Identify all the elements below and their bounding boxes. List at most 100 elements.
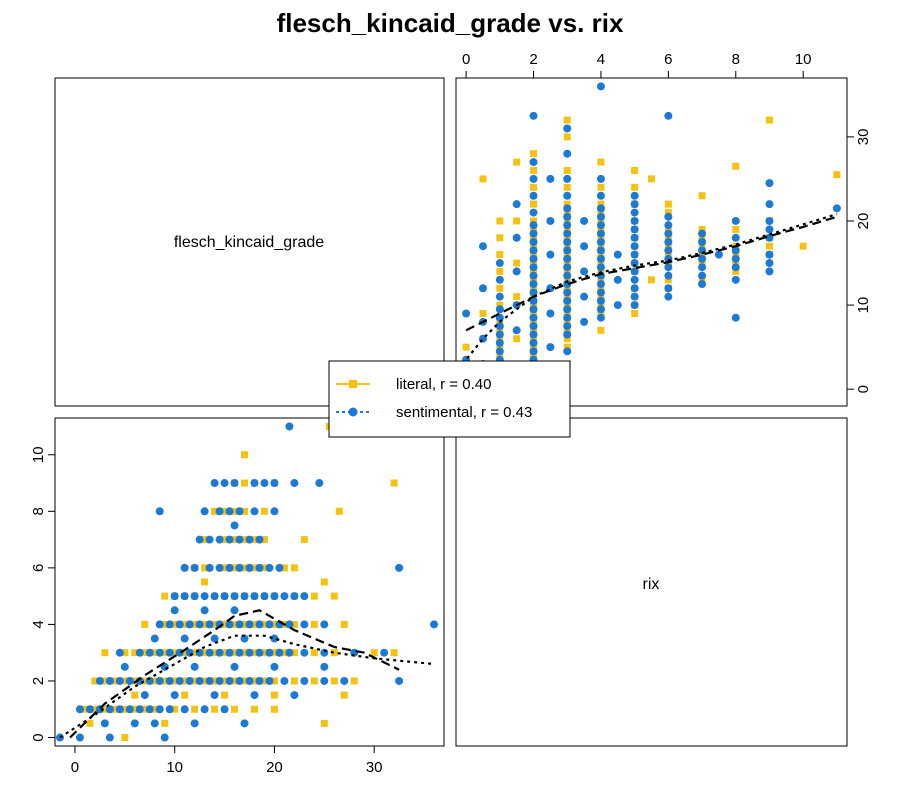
point-literal [121, 705, 129, 713]
point-literal [664, 251, 672, 259]
point-literal [320, 578, 328, 586]
point-sentimental [225, 620, 234, 629]
y-tick-label: 8 [30, 507, 47, 515]
point-sentimental [230, 606, 239, 615]
point-sentimental [215, 648, 224, 657]
point-sentimental [664, 246, 673, 255]
point-literal [221, 564, 229, 572]
point-literal [221, 507, 229, 515]
right-tick-label: 20 [855, 213, 872, 230]
point-sentimental [495, 338, 504, 347]
point-literal [530, 343, 538, 351]
top-tick-label: 2 [529, 51, 537, 68]
point-literal [201, 649, 209, 657]
point-sentimental [270, 507, 279, 516]
point-literal [496, 301, 504, 309]
point-sentimental [596, 82, 605, 91]
point-literal [563, 200, 571, 208]
point-sentimental [155, 620, 164, 629]
point-literal [597, 326, 605, 334]
point-literal [530, 242, 538, 250]
top-tick-label: 0 [462, 51, 470, 68]
point-sentimental [563, 330, 572, 339]
legend-label-literal: literal, r = 0.40 [396, 376, 491, 393]
point-literal [479, 309, 487, 317]
legend-box [328, 360, 571, 438]
point-sentimental [200, 606, 209, 615]
point-sentimental [250, 691, 259, 700]
point-literal [260, 507, 268, 515]
point-sentimental [105, 705, 114, 714]
point-sentimental [265, 676, 274, 685]
point-sentimental [765, 233, 774, 242]
point-literal [563, 343, 571, 351]
point-sentimental [315, 479, 324, 488]
point-literal [530, 326, 538, 334]
point-sentimental [235, 535, 244, 544]
point-sentimental [215, 507, 224, 516]
point-sentimental [265, 648, 274, 657]
point-sentimental [265, 620, 274, 629]
point-literal [597, 234, 605, 242]
point-literal [597, 200, 605, 208]
point-sentimental [765, 200, 774, 209]
point-literal [698, 259, 706, 267]
point-literal [231, 705, 239, 713]
point-literal [563, 318, 571, 326]
panel-top-right [455, 77, 848, 407]
point-sentimental [563, 288, 572, 297]
point-literal [530, 276, 538, 284]
point-sentimental [190, 563, 199, 572]
point-literal [664, 200, 672, 208]
point-sentimental [200, 507, 209, 516]
point-sentimental [596, 221, 605, 230]
point-sentimental [563, 229, 572, 238]
point-literal [131, 691, 139, 699]
point-literal [530, 267, 538, 275]
point-sentimental [140, 691, 149, 700]
point-literal [201, 578, 209, 586]
point-sentimental [495, 322, 504, 331]
point-literal [335, 507, 343, 515]
point-sentimental [120, 662, 129, 671]
fit-line-literal [69, 609, 400, 739]
point-sentimental [245, 620, 254, 629]
point-sentimental [529, 313, 538, 322]
diagonal-label-rix: rix [643, 576, 660, 593]
point-sentimental [190, 662, 199, 671]
point-sentimental [180, 563, 189, 572]
point-sentimental [320, 662, 329, 671]
right-tick-label: 0 [855, 385, 872, 393]
point-sentimental [175, 648, 184, 657]
point-sentimental [495, 305, 504, 314]
point-literal [211, 620, 219, 628]
point-sentimental [195, 648, 204, 657]
point-literal [340, 691, 348, 699]
point-sentimental [155, 705, 164, 714]
point-sentimental [430, 620, 439, 629]
point-literal [290, 649, 298, 657]
point-sentimental [765, 267, 774, 276]
point-literal [101, 649, 109, 657]
point-sentimental [563, 246, 572, 255]
point-literal [181, 691, 189, 699]
point-sentimental [170, 691, 179, 700]
point-sentimental [698, 271, 707, 280]
point-sentimental [731, 246, 740, 255]
point-sentimental [135, 648, 144, 657]
point-sentimental [130, 719, 139, 728]
point-literal [161, 620, 169, 628]
point-literal [597, 217, 605, 225]
point-literal [270, 705, 278, 713]
x-tick-label: 30 [366, 759, 383, 776]
point-literal [211, 649, 219, 657]
point-sentimental [529, 330, 538, 339]
point-sentimental [832, 204, 841, 213]
point-literal [698, 276, 706, 284]
point-sentimental [529, 191, 538, 200]
point-literal [241, 620, 249, 628]
point-sentimental [105, 733, 114, 742]
point-sentimental [260, 479, 269, 488]
point-literal [250, 705, 258, 713]
point-literal [563, 276, 571, 284]
